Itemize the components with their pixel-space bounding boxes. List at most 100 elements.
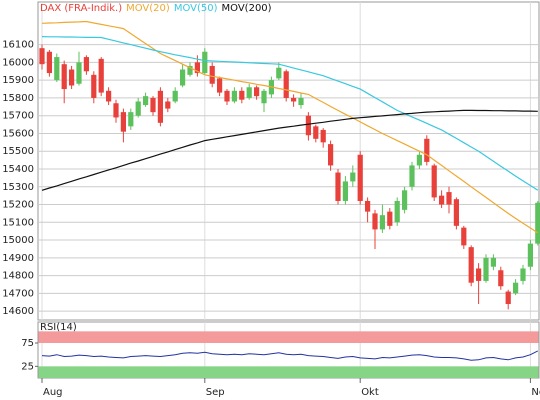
legend-entry: MOV(50): [174, 3, 218, 14]
rsi-line: [41, 350, 539, 361]
candle-body: [135, 101, 141, 116]
main-plot-frame: [37, 1, 540, 321]
candle-body: [231, 90, 237, 102]
candle-body: [527, 243, 533, 267]
candle-body: [98, 58, 104, 93]
candle-body: [335, 172, 341, 201]
y-tick-label: 15500: [2, 146, 34, 157]
candle-body: [320, 129, 326, 143]
candle-body: [498, 270, 504, 287]
candle-body: [120, 112, 126, 132]
candle-body: [165, 101, 171, 109]
candle-body: [431, 165, 437, 198]
candle-body: [520, 268, 526, 281]
y-tick-label: 14900: [2, 253, 34, 264]
legend-entry: MOV(200): [222, 3, 272, 14]
y-tick-label: 14800: [2, 271, 34, 282]
candle-body: [379, 215, 385, 230]
candle-body: [461, 227, 467, 246]
candle-body: [298, 97, 304, 106]
rsi-band: [38, 331, 539, 343]
candle-body: [254, 87, 260, 97]
y-tick-label: 15600: [2, 128, 34, 139]
x-tick-label: Aug: [43, 387, 63, 398]
candle-body: [54, 57, 60, 81]
candle-body: [261, 90, 267, 104]
y-tick-label: 15000: [2, 235, 34, 246]
candle-body: [291, 97, 297, 102]
candle-body: [505, 291, 511, 305]
candle-body: [172, 90, 178, 102]
candle-body: [83, 57, 89, 72]
candle-body: [490, 257, 496, 267]
y-tick-label: 14700: [2, 288, 34, 299]
candle-body: [313, 126, 319, 139]
y-tick-label: 15200: [2, 200, 34, 211]
candle-body: [402, 190, 408, 210]
legend-entry: MOV(20): [126, 3, 170, 14]
candle-body: [350, 172, 356, 182]
y-tick-label: 16100: [2, 40, 34, 51]
x-tick-label: Okt: [361, 387, 379, 398]
candle-body: [76, 62, 82, 84]
x-tick-label: No: [531, 387, 540, 398]
candle-body: [202, 51, 208, 74]
candle-body: [365, 200, 371, 212]
x-tick-label: Sep: [206, 387, 225, 398]
y-tick-label: 15900: [2, 75, 34, 86]
y-tick-label: 75: [21, 338, 34, 349]
rsi-title: RSI(14): [40, 322, 77, 333]
candle-body: [439, 195, 445, 205]
candle-body: [387, 211, 393, 226]
candle-body: [453, 199, 459, 226]
candle-body: [143, 96, 149, 106]
candle-body: [476, 268, 482, 281]
y-tick-label: 15700: [2, 111, 34, 122]
candle-body: [217, 78, 223, 93]
y-tick-label: 15800: [2, 93, 34, 104]
moving-average-line: [41, 20, 539, 234]
candle-body: [46, 51, 52, 74]
moving-average-line: [41, 109, 538, 191]
candle-body: [39, 48, 45, 65]
candle-body: [157, 90, 163, 123]
candle-body: [513, 282, 519, 294]
candle-body: [239, 90, 245, 100]
y-tick-label: 15100: [2, 217, 34, 228]
candle-body: [468, 247, 474, 283]
y-tick-label: 15400: [2, 164, 34, 175]
candle-body: [409, 165, 415, 187]
candle-body: [305, 115, 311, 136]
candle-body: [209, 65, 215, 84]
candle-body: [69, 69, 75, 86]
candle-body: [483, 257, 489, 281]
candle-body: [246, 87, 252, 98]
candle-body: [276, 67, 282, 79]
candle-body: [328, 144, 334, 166]
candle-body: [224, 90, 230, 102]
candle-body: [180, 69, 186, 86]
candle-body: [357, 154, 363, 201]
candle-body: [416, 154, 422, 166]
rsi-band: [38, 366, 539, 378]
candle-body: [150, 97, 156, 113]
candle-body: [61, 64, 67, 90]
candle-body: [372, 213, 378, 230]
candle-body: [535, 202, 540, 244]
y-tick-label: 15300: [2, 182, 34, 193]
y-tick-label: 25: [21, 361, 34, 372]
candle-body: [283, 71, 289, 98]
y-tick-label: 16000: [2, 57, 34, 68]
candle-body: [394, 200, 400, 223]
candle-body: [91, 74, 97, 98]
candle-body: [342, 181, 348, 201]
candle-body: [424, 138, 430, 162]
candle-body: [106, 90, 112, 102]
candle-body: [187, 65, 193, 75]
candle-body: [446, 192, 452, 205]
candle-body: [113, 103, 119, 118]
candle-body: [128, 112, 134, 127]
